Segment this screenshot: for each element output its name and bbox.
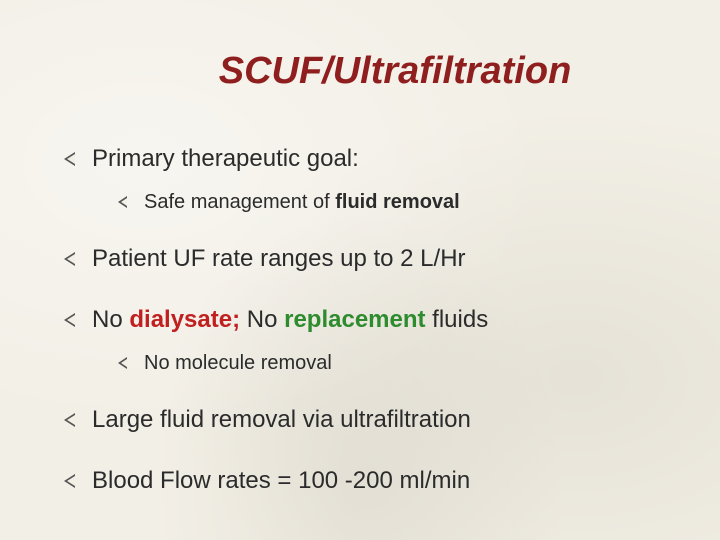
sub-list: No molecule removal [116,350,670,376]
keyword-dialysate: dialysate; [129,306,246,333]
bullet-text: Blood Flow rates = 100 -200 ml/min [92,467,470,494]
bullet-list: Primary therapeutic goal: Safe managemen… [60,143,670,497]
sub-text: Safe management of [144,191,335,213]
keyword-replacement: replacement [284,306,425,333]
sub-text-bold: fluid removal [335,191,459,213]
bullet-item: No dialysate; No replacement fluids No m… [60,304,670,376]
sub-bullet-item: No molecule removal [116,350,670,376]
sub-text: No molecule removal [144,352,332,374]
seg: No [247,306,284,333]
seg: No [92,306,129,333]
sub-list: Safe management of fluid removal [116,189,670,215]
bullet-item: Blood Flow rates = 100 -200 ml/min [60,465,670,497]
sub-bullet-item: Safe management of fluid removal [116,189,670,215]
seg: fluids [426,306,489,333]
slide-title: SCUF/Ultrafiltration [60,50,670,93]
bullet-item: Patient UF rate ranges up to 2 L/Hr [60,243,670,275]
bullet-item: Large fluid removal via ultrafiltration [60,404,670,436]
bullet-text: Large fluid removal via ultrafiltration [92,406,471,433]
bullet-text: Patient UF rate ranges up to 2 L/Hr [92,245,466,272]
bullet-item: Primary therapeutic goal: Safe managemen… [60,143,670,215]
bullet-text: Primary therapeutic goal: [92,145,359,172]
